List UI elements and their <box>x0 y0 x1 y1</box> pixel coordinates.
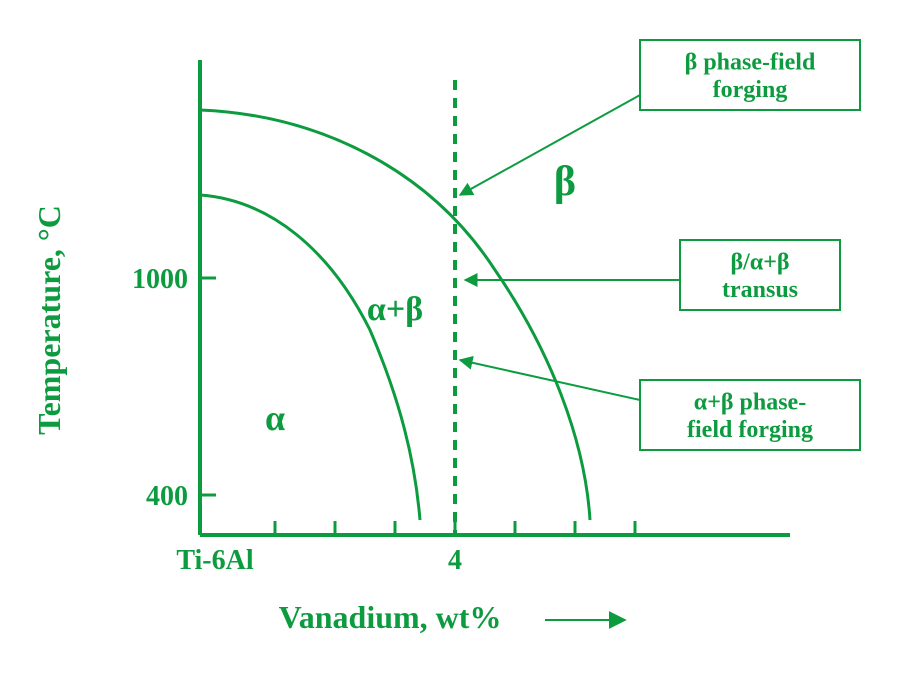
phase-region-label: β <box>554 159 576 205</box>
annotation-text: β phase-field <box>685 50 816 76</box>
phase-region-label: α+β <box>367 291 423 328</box>
phase-diagram: 1000 400 Ti-6Al 4 Temperature, °C Vanadium… <box>0 0 900 675</box>
annotation-text: α+β phase- <box>694 390 806 416</box>
annotation-text: field forging <box>687 417 813 443</box>
region-labels: α α+β β <box>265 159 576 438</box>
x-tick-label: 4 <box>448 545 462 576</box>
x-ticks: Ti-6Al 4 <box>176 521 635 576</box>
annotations: β phase-fieldforging β/α+βtransus α+β phas… <box>460 40 860 450</box>
y-tick-label: 1000 <box>132 264 188 295</box>
y-axis-label: Temperature, °C <box>31 205 67 435</box>
x-axis-label: Vanadium, wt% <box>279 599 502 635</box>
y-tick-label: 400 <box>146 481 188 512</box>
x-tick-label: Ti-6Al <box>176 545 253 576</box>
annotation-arrow-icon <box>460 95 640 195</box>
phase-region-label: α <box>265 398 285 438</box>
annotation-text: forging <box>713 77 788 103</box>
annotation-text: transus <box>722 277 798 303</box>
annotation-text: β/α+β <box>730 250 789 276</box>
y-ticks: 1000 400 <box>132 264 216 512</box>
lower-phase-curve <box>200 195 420 520</box>
